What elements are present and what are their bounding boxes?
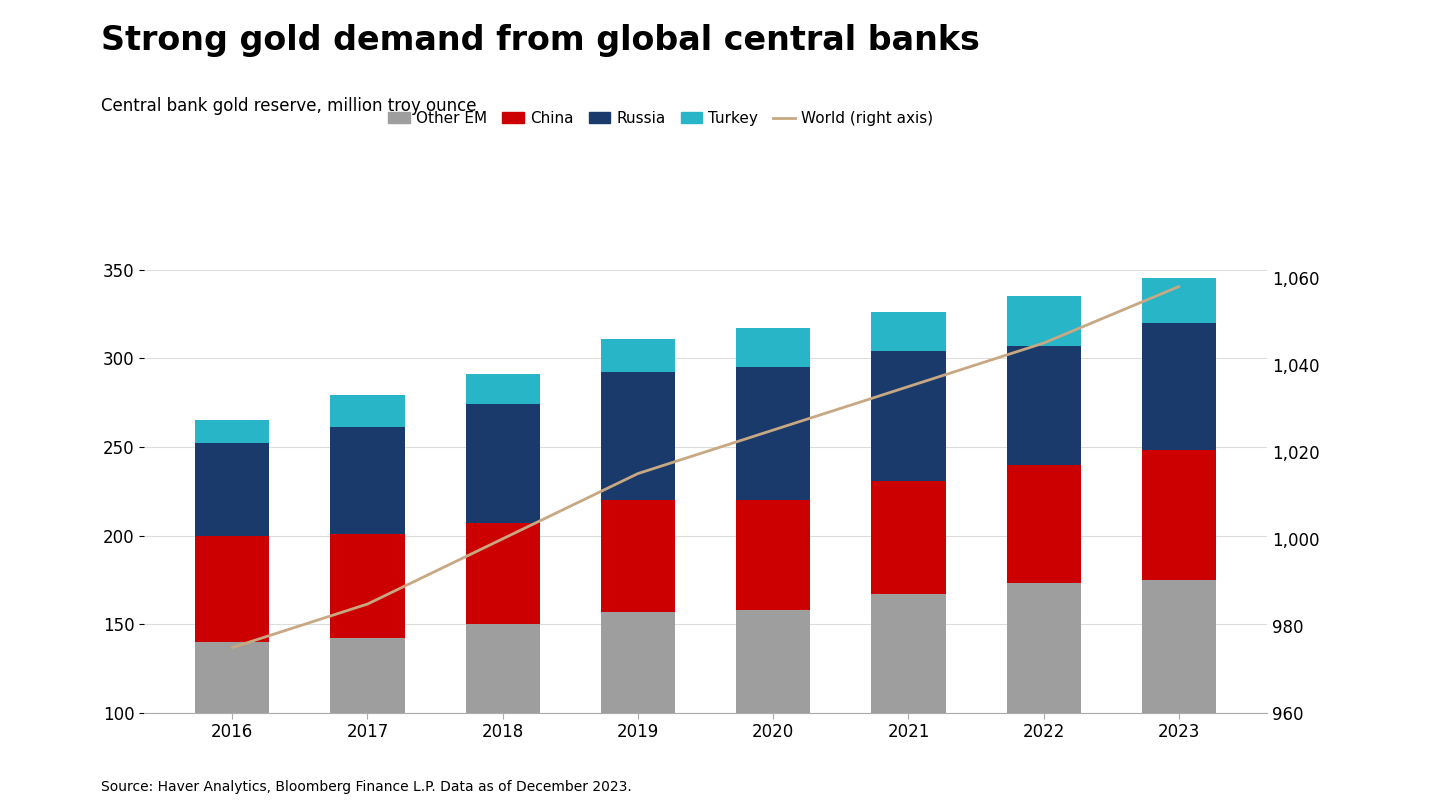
World (right axis) <box>359 599 376 609</box>
Bar <box>330 395 405 428</box>
Bar <box>871 352 946 480</box>
World (right axis) <box>1171 282 1188 292</box>
Bar <box>194 535 269 642</box>
Bar <box>871 312 946 352</box>
Legend: Other EM, China, Russia, Turkey, World (right axis): Other EM, China, Russia, Turkey, World (… <box>382 104 939 132</box>
Bar <box>1007 583 1081 810</box>
Bar <box>194 443 269 535</box>
Bar <box>330 428 405 534</box>
Bar <box>871 480 946 594</box>
Bar <box>330 638 405 810</box>
World (right axis) <box>1035 339 1053 348</box>
Bar <box>465 625 540 810</box>
Bar <box>194 420 269 443</box>
Text: Central bank gold reserve, million troy ounce: Central bank gold reserve, million troy … <box>101 97 477 115</box>
Bar <box>736 610 811 810</box>
Bar <box>1007 296 1081 346</box>
Bar <box>194 642 269 810</box>
Text: Strong gold demand from global central banks: Strong gold demand from global central b… <box>101 24 979 58</box>
Bar <box>736 367 811 500</box>
Bar <box>330 534 405 638</box>
Bar <box>465 523 540 625</box>
World (right axis) <box>900 382 917 391</box>
Bar <box>1007 465 1081 583</box>
Text: Source: Haver Analytics, Bloomberg Finance L.P. Data as of December 2023.: Source: Haver Analytics, Bloomberg Finan… <box>101 780 632 794</box>
Bar <box>600 500 675 612</box>
World (right axis) <box>765 425 782 435</box>
World (right axis) <box>494 534 511 544</box>
Line: World (right axis): World (right axis) <box>232 287 1179 647</box>
World (right axis) <box>629 469 647 479</box>
Bar <box>1007 346 1081 465</box>
Bar <box>465 404 540 523</box>
Bar <box>600 373 675 500</box>
Bar <box>871 594 946 810</box>
Bar <box>600 339 675 373</box>
Bar <box>600 612 675 810</box>
Bar <box>736 328 811 367</box>
Bar <box>1142 580 1217 810</box>
Bar <box>736 500 811 610</box>
Bar <box>465 374 540 404</box>
Bar <box>1142 322 1217 450</box>
World (right axis) <box>223 642 240 652</box>
Bar <box>1142 450 1217 580</box>
Bar <box>1142 279 1217 322</box>
